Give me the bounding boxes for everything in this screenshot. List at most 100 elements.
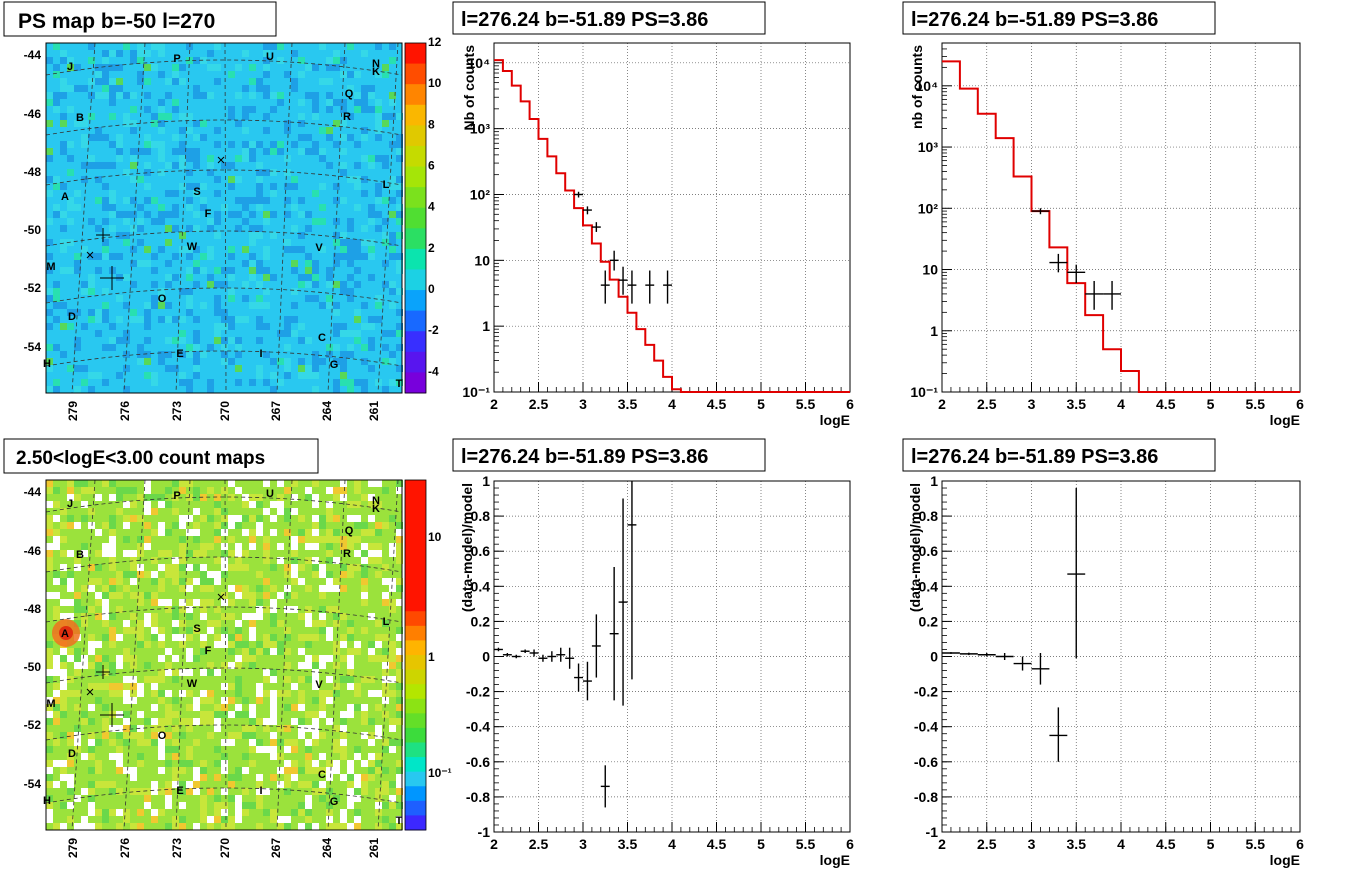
colorbar-tick-label: 0 <box>428 282 435 296</box>
x-tick-label: 5.5 <box>796 836 816 852</box>
colorbar-segment <box>405 596 426 612</box>
x-marker <box>217 593 225 601</box>
colorbar <box>404 479 427 831</box>
colorbar-segment <box>405 63 426 85</box>
data-point <box>502 652 512 657</box>
x-tick-label: 5 <box>757 836 765 852</box>
colorbar <box>404 42 427 394</box>
x-tick-label: 3.5 <box>1067 396 1087 412</box>
x-axis-label: logE <box>1270 412 1300 428</box>
colorbar-tick-label: -4 <box>428 364 439 378</box>
longitude-line <box>377 42 399 394</box>
data-point <box>511 654 521 659</box>
y-tick-label: 0.4 <box>919 578 939 594</box>
y-tick-label: 10⁴ <box>916 78 939 94</box>
ps-map-panel: PS map b=-50 l=270 -44-46-48-50-52-54279… <box>3 1 442 421</box>
colorbar-segment <box>405 698 426 714</box>
data-point <box>1049 707 1068 762</box>
source-label: B <box>76 112 84 124</box>
y-tick-label: 0 <box>482 649 490 665</box>
data-point <box>547 651 557 662</box>
colorbar-tick-label: 8 <box>428 117 435 131</box>
source-label: O <box>158 293 167 305</box>
x-tick-label: 2.5 <box>529 396 549 412</box>
longitude-line <box>327 479 346 831</box>
data-point <box>645 270 655 304</box>
data-point <box>609 250 619 271</box>
source-label: R <box>343 548 351 560</box>
y-tick-label: 10³ <box>918 139 939 155</box>
y-tick-label: 0.2 <box>919 613 939 629</box>
colorbar-segment <box>405 145 426 168</box>
source-label: G <box>330 796 339 808</box>
map-frame <box>45 479 403 831</box>
colorbar-segment <box>405 494 426 510</box>
colorbar-segment <box>405 84 426 106</box>
colorbar-segment <box>405 742 426 758</box>
longitude-line <box>175 42 191 394</box>
latitude-line <box>45 119 403 136</box>
bright-source-core <box>59 626 73 640</box>
y-tick-label: 10⁻¹ <box>910 384 938 400</box>
x-tick-label: 3.5 <box>618 836 638 852</box>
y-tick-label: -0.2 <box>914 684 938 700</box>
y-tick-label: -0.8 <box>466 789 490 805</box>
map-coordinate-grid <box>45 479 403 831</box>
longitude-tick-label: 276 <box>118 838 132 858</box>
colorbar-segment <box>405 187 426 209</box>
y-tick-label: -0.8 <box>914 789 938 805</box>
y-tick-label: 0.8 <box>471 508 491 524</box>
data-point <box>1067 264 1086 284</box>
colorbar-segment <box>405 552 426 568</box>
x-tick-label: 6 <box>1296 836 1304 852</box>
longitude-line <box>224 42 227 394</box>
latitude-tick-label: -46 <box>24 544 42 558</box>
source-label: W <box>187 241 198 253</box>
colorbar-tick-label: 2 <box>428 241 435 255</box>
source-label: N <box>372 58 380 70</box>
y-tick-label: 0.4 <box>471 578 491 594</box>
x-tick-label: 4.5 <box>1156 836 1176 852</box>
colorbar-segment <box>405 800 426 816</box>
data-point <box>520 649 530 653</box>
longitude-tick-label: 276 <box>118 401 132 421</box>
latitude-line <box>45 230 403 247</box>
data-point <box>618 266 628 295</box>
source-label: G <box>330 359 339 371</box>
map-pixels <box>46 480 403 830</box>
y-tick-label: 10² <box>470 186 491 202</box>
latitude-line <box>45 287 403 304</box>
y-axis-label: nb of counts <box>909 45 925 129</box>
source-label: L <box>383 179 390 191</box>
plot-frame <box>493 480 851 833</box>
colorbar-segment <box>405 727 426 743</box>
x-tick-label: 4 <box>668 396 676 412</box>
data-point <box>1049 253 1068 273</box>
colorbar-segment <box>405 625 426 641</box>
target-cross-marker <box>100 703 124 727</box>
data-point <box>1085 280 1104 310</box>
data-point <box>618 498 628 706</box>
latitude-tick-label: -46 <box>24 107 42 121</box>
x-tick-label: 2 <box>938 396 946 412</box>
longitude-line <box>123 479 146 831</box>
colorbar-tick-label: 4 <box>428 200 435 214</box>
source-label: C <box>318 769 326 781</box>
colorbar-segment <box>405 207 426 229</box>
colorbar-segment <box>405 713 426 729</box>
longitude-line <box>71 479 96 831</box>
data-point <box>529 649 539 657</box>
x-tick-label: 2.5 <box>529 836 549 852</box>
count-map-panel: 2.50<logE<3.00 count maps -44 -46 -48 -50 -5… <box>3 438 452 858</box>
y-tick-label: 1 <box>482 318 490 334</box>
colorbar-segment <box>405 372 426 394</box>
longitude-line <box>276 42 293 394</box>
x-marker <box>217 156 225 164</box>
y-tick-label: 1 <box>930 323 938 339</box>
map-frame <box>45 42 403 394</box>
y-tick-label: -1 <box>926 824 939 840</box>
x-marker <box>86 688 94 696</box>
source-label: E <box>176 785 183 797</box>
y-tick-label: 10² <box>918 200 939 216</box>
